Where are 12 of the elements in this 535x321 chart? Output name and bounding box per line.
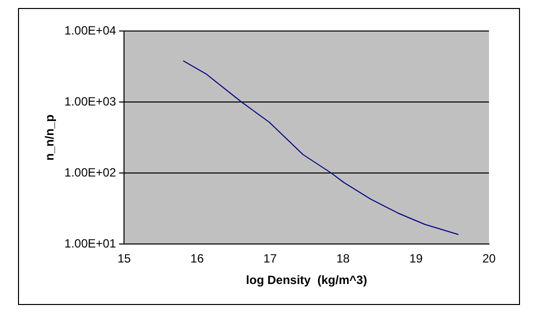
y-tick-label: 1.00E+02 xyxy=(64,165,116,180)
x-tick-label: 16 xyxy=(190,252,204,266)
x-tick-label: 19 xyxy=(409,252,424,266)
x-tick-label: 15 xyxy=(117,252,132,266)
y-axis-title: n_n/n_p xyxy=(42,114,57,161)
x-tick-label: 18 xyxy=(336,252,350,266)
x-axis-title: log Density (kg/m^3) xyxy=(246,273,368,288)
x-tick-label: 20 xyxy=(482,252,496,266)
y-tick-label: 1.00E+04 xyxy=(64,23,116,38)
y-tick-label: 1.00E+01 xyxy=(64,236,116,251)
y-tick-label: 1.00E+03 xyxy=(64,94,116,108)
x-tick-label: 17 xyxy=(263,252,278,266)
